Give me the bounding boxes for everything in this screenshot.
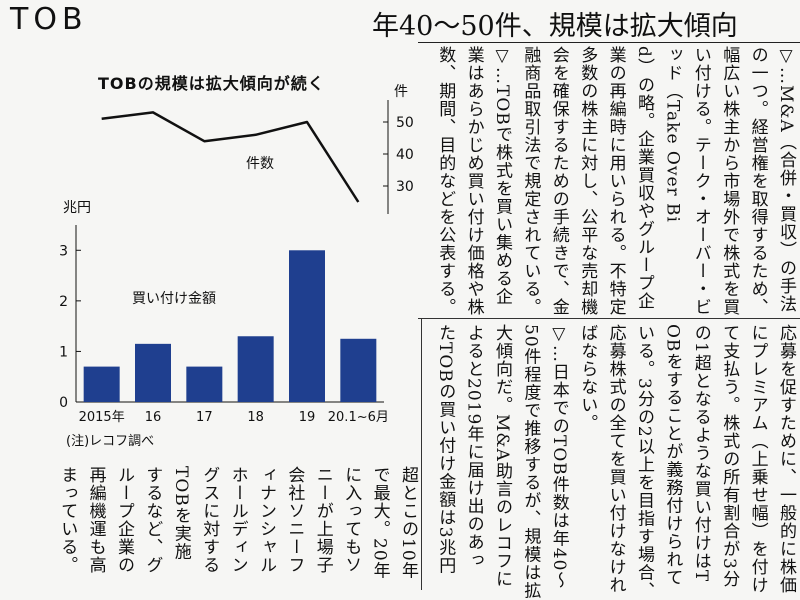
line-y-tick-label: 50 xyxy=(396,115,414,131)
line-y-tick-label: 30 xyxy=(396,179,414,195)
bar xyxy=(135,344,171,402)
article-column: ィナンシャル xyxy=(255,466,276,574)
article-column: に入ってもソ xyxy=(340,466,361,574)
article-column: 超とこの10年 xyxy=(397,466,418,580)
line-y-tick-label: 40 xyxy=(396,147,414,163)
article-column: 会社ソニーフ xyxy=(283,466,304,574)
article-column: ループ企業の xyxy=(113,466,134,574)
article-column: d）の略。企業買収やグループ企 xyxy=(633,46,654,310)
article-column: 幅広い株主から市場外で株式を買 xyxy=(718,46,739,316)
article-column: 応募を促すために、一般的に株価 xyxy=(775,324,796,594)
article-column: たTOBの買い付け金額は3兆円 xyxy=(434,324,455,575)
article-column: にプレミアム（上乗せ幅）を付け xyxy=(747,324,768,594)
y-tick-label: 1 xyxy=(59,344,68,360)
article-column: ▽…M&A（合併・買収）の手法 xyxy=(775,46,796,313)
article-column: TOBを実施 xyxy=(170,466,191,561)
x-tick-label: 16 xyxy=(145,410,162,425)
y-tick-label: 3 xyxy=(59,243,68,259)
article-column: 業の再編時に用いられる。不特定 xyxy=(605,46,626,316)
x-tick-label: 17 xyxy=(196,410,213,425)
article-column: の1超となるような買い付けはT xyxy=(690,324,711,582)
article-column: ▽…日本でのTOB件数は年40〜 xyxy=(548,324,569,589)
bar-series-label: 買い付け金額 xyxy=(132,291,216,307)
article-column: よると2019年に届け出のあっ xyxy=(463,324,484,569)
chart-note: (注)レコフ調べ xyxy=(66,434,154,449)
article-column: ホールディン xyxy=(227,466,248,574)
article-column: の一つ。経営権を取得するため、 xyxy=(747,46,768,316)
article-column: い付ける。テーク・オーバー・ビ xyxy=(690,46,711,316)
article-column: 業はあらかじめ買い付け価格や株 xyxy=(463,46,484,316)
bar-unit-label: 兆円 xyxy=(63,200,91,216)
article-column: 50件程度で推移するが、規模は拡 xyxy=(519,324,540,600)
article-column: 会を確保するための手続きで、金 xyxy=(548,46,569,316)
article-column: まっている。 xyxy=(56,466,77,574)
article-column: て支払う。株式の所有割合が3分 xyxy=(718,324,739,588)
divider xyxy=(418,318,800,319)
divider xyxy=(418,42,800,43)
line-unit-label: 件 xyxy=(394,84,408,100)
article-column: で最大。20年 xyxy=(369,466,390,580)
article-column: ▽…TOBで株式を買い集める企 xyxy=(491,46,512,306)
y-tick-label: 2 xyxy=(59,294,68,310)
bar xyxy=(186,367,222,402)
y-tick-label: 0 xyxy=(59,395,68,411)
bar xyxy=(340,339,376,402)
article-column: いる。3分の2以上を目指す場合、 xyxy=(633,324,654,600)
article-column: ニーが上場子 xyxy=(312,466,333,574)
article-column: するなど、グ xyxy=(141,466,162,574)
article-column: グスに対する xyxy=(198,466,219,574)
bar xyxy=(289,250,325,402)
article-column: 再編機運も高 xyxy=(85,466,106,574)
article-column: 融商品取引法で規定されている。 xyxy=(519,46,540,316)
x-tick-label: 19 xyxy=(299,410,316,425)
line-series-label: 件数 xyxy=(246,156,274,172)
article-column: ばならない。 xyxy=(576,324,597,432)
article-column: 大傾向だ。M&A助言のレコフに xyxy=(491,324,512,588)
line-series xyxy=(102,112,359,202)
bar xyxy=(84,367,120,402)
x-tick-label: 2015年 xyxy=(79,410,125,425)
article-column: 多数の株主に対し、公平な売却機 xyxy=(576,46,597,316)
article-column: OBをすることが義務付けられて xyxy=(661,324,682,586)
article-column: 数、期間、目的などを公表する。 xyxy=(434,46,455,316)
x-tick-label: 18 xyxy=(247,410,264,425)
article-column: 応募株式の全てを買い付けなけれ xyxy=(605,324,626,594)
x-tick-label: 20.1~6月 xyxy=(328,410,389,425)
article-column: ッド（Take Over Bi xyxy=(661,46,682,223)
bar xyxy=(238,336,274,402)
